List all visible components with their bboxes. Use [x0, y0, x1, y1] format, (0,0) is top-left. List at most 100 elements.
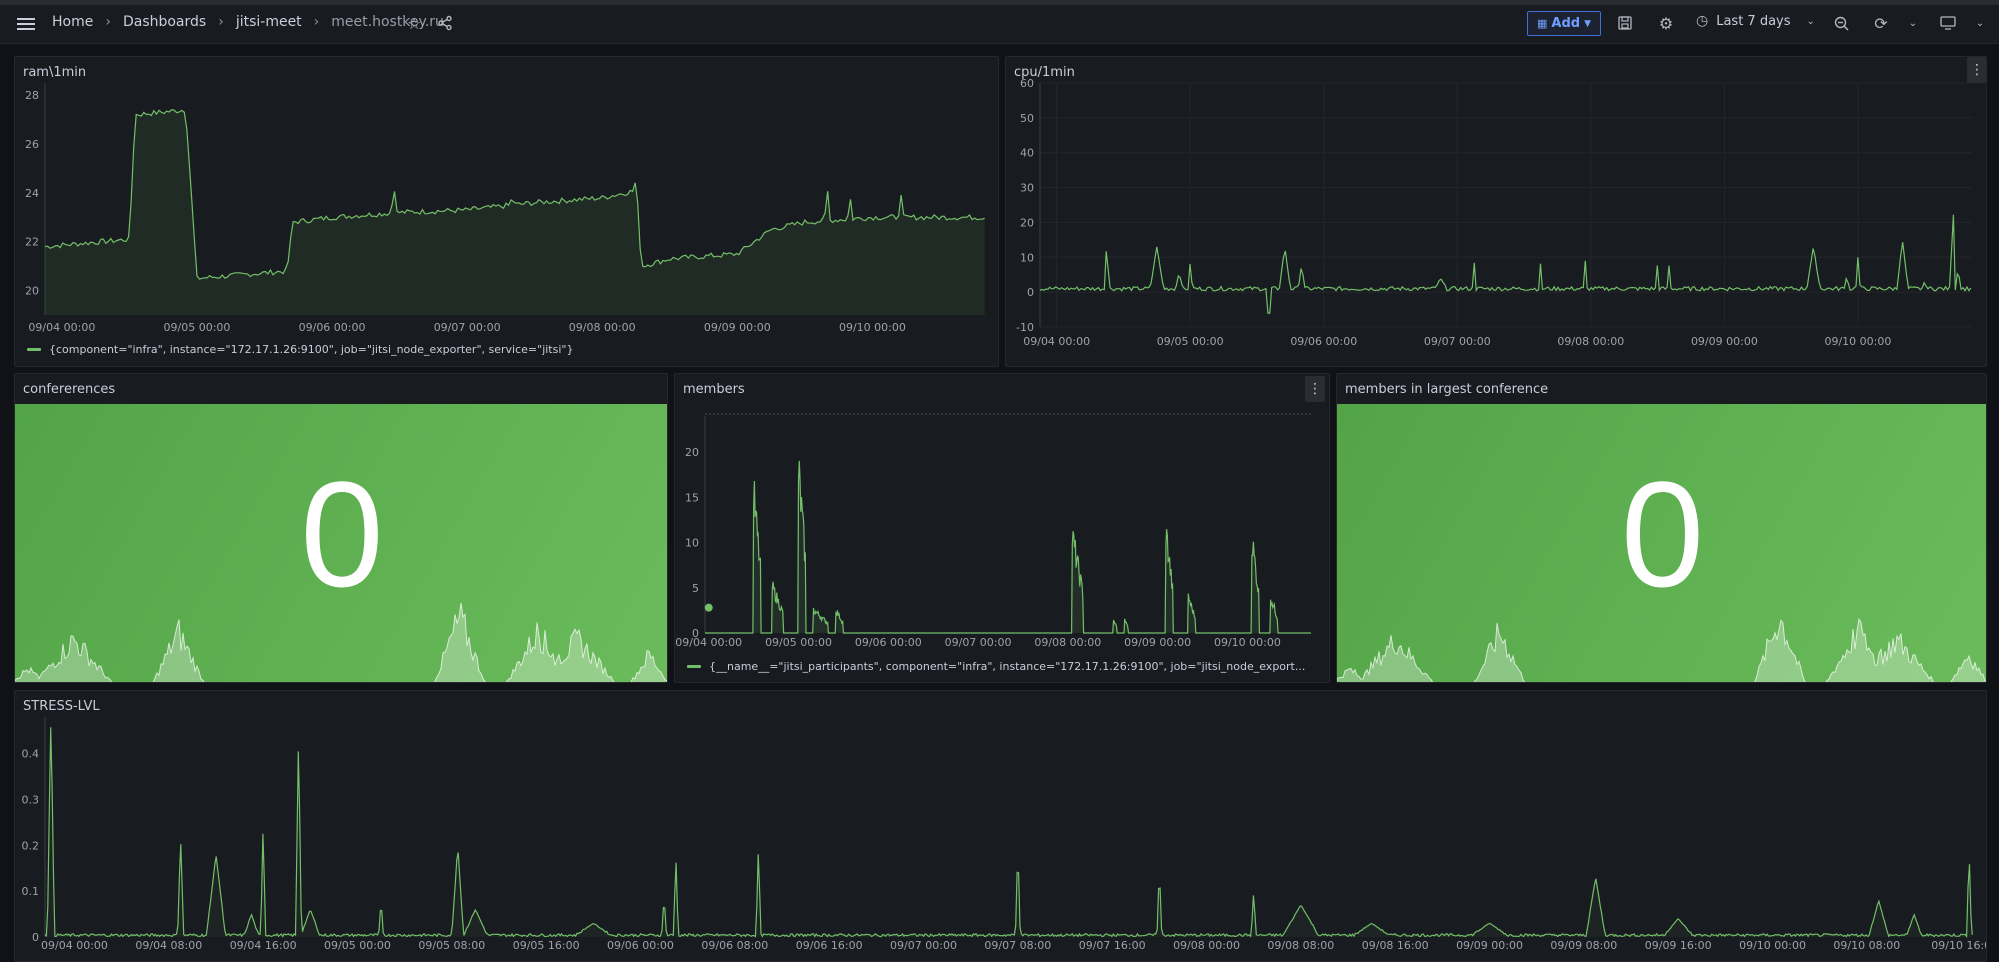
x-tick-label: 09/07 08:00	[984, 939, 1051, 952]
chevron-right-icon: ›	[105, 14, 111, 30]
y-tick-label: 0	[1027, 286, 1034, 299]
gear-icon[interactable]: ⚙	[1658, 13, 1674, 33]
breadcrumb-folder[interactable]: jitsi-meet	[235, 14, 302, 30]
y-tick-label: 60	[1020, 77, 1034, 90]
menu-icon[interactable]	[14, 12, 38, 36]
x-tick-label: 09/08 00:00	[1034, 636, 1101, 649]
ram-chart[interactable]: 28 26 24 22 20 09/04 00:00 09/05 00:00 09/06 00…	[15, 57, 999, 367]
y-tick-label: 0.2	[22, 839, 40, 852]
y-tick-label: 30	[1020, 182, 1034, 195]
panel-conferences: confererences 0	[14, 373, 668, 683]
chevron-down-icon[interactable]: ⌄	[1975, 17, 1985, 29]
save-icon[interactable]	[1613, 11, 1637, 35]
chevron-right-icon: ›	[218, 14, 224, 30]
panel-title: STRESS-LVL	[23, 699, 100, 714]
breadcrumb-dashboards[interactable]: Dashboards	[122, 14, 207, 30]
panel-title: ram\1min	[23, 65, 87, 80]
add-button[interactable]: ▦ Add ▼	[1527, 11, 1601, 36]
y-tick-label: 5	[692, 582, 699, 595]
ram-series-area	[45, 109, 985, 315]
panel-title: members	[683, 382, 745, 397]
stress-series-line	[44, 727, 1973, 939]
panel-members: members ⋮ 20 15 10 5 0 09/04 00:00 09/05 00:00…	[674, 373, 1330, 683]
chevron-down-icon: ⌄	[1806, 15, 1815, 27]
y-tick-label: 28	[25, 89, 39, 102]
sparkline	[15, 602, 667, 682]
legend-item[interactable]: {__name__="jitsi_participants", componen…	[687, 660, 1305, 673]
x-tick-label: 09/04 00:00	[41, 939, 108, 952]
add-button-label: Add	[1551, 16, 1581, 31]
y-tick-label: 15	[685, 491, 699, 504]
x-tick-label: 09/07 00:00	[945, 636, 1012, 649]
x-tick-label: 09/05 16:00	[513, 939, 580, 952]
y-tick-label: 20	[25, 285, 39, 298]
y-tick-label: 24	[25, 187, 39, 200]
panel-menu-icon[interactable]: ⋮	[1305, 376, 1325, 402]
x-tick-label: 09/08 00:00	[1557, 335, 1624, 348]
y-tick-label: 26	[25, 138, 39, 151]
y-tick-label: -10	[1016, 321, 1034, 334]
stat-value: 0	[1620, 450, 1705, 618]
y-tick-label: 10	[1020, 251, 1034, 264]
legend-swatch	[27, 348, 41, 351]
clock-icon: ◷	[1696, 13, 1709, 29]
chevron-down-icon[interactable]: ⌄	[1908, 17, 1918, 29]
panel-menu-icon[interactable]: ⋮	[1967, 57, 1986, 83]
chart-axes: 0.4 0.3 0.2 0.1 009/04 00:00 09/04 08:00 09/04…	[22, 717, 1986, 952]
x-tick-label: 09/08 08:00	[1267, 939, 1334, 952]
y-tick-label: 0.4	[22, 748, 40, 761]
members-chart[interactable]: 20 15 10 5 009/04 00:00 09/05 00:00 09/06 00:0…	[675, 374, 1330, 683]
breadcrumb-home[interactable]: Home	[52, 14, 94, 30]
stress-series-area	[45, 727, 1973, 937]
breadcrumb: Home › Dashboards › jitsi-meet › meet.ho…	[52, 14, 444, 30]
legend-label: {component="infra", instance="172.17.1.2…	[49, 343, 574, 356]
panel-cpu: cpu/1min ⋮ 60 50 40 30 20 10 0 -10 09/04 00:00 09…	[1005, 56, 1987, 367]
panel-title: confererences	[23, 382, 116, 397]
x-tick-label: 09/10 00:00	[1824, 335, 1891, 348]
tv-mode-icon[interactable]	[1936, 11, 1960, 35]
x-tick-label: 09/09 00:00	[1691, 335, 1758, 348]
stress-chart[interactable]: 0.4 0.3 0.2 0.1 009/04 00:00 09/04 08:00 09/04…	[15, 691, 1987, 962]
x-tick-label: 09/04 00:00	[28, 321, 95, 334]
time-range-picker[interactable]: ◷ Last 7 days ⌄	[1696, 13, 1815, 29]
sparkline-path	[15, 602, 667, 682]
y-tick-label: 10	[685, 537, 699, 550]
chart-axes: 28 26 24 22 20 09/04 00:00 09/05 00:00 09/06 00…	[25, 83, 906, 334]
cpu-series-line	[1039, 214, 1972, 314]
x-tick-label: 09/06 16:00	[796, 939, 863, 952]
x-tick-label: 09/10 00:00	[1214, 636, 1281, 649]
panel-ram: ram\1min 28 26 24 22 20 09/04 00:00 09/05 00:0…	[14, 56, 999, 367]
x-tick-label: 09/08 00:00	[1173, 939, 1240, 952]
panel-title: members in largest conference	[1345, 382, 1549, 397]
x-tick-label: 09/09 16:00	[1645, 939, 1712, 952]
x-tick-label: 09/07 00:00	[890, 939, 957, 952]
x-tick-label: 09/09 08:00	[1550, 939, 1617, 952]
x-tick-label: 09/05 00:00	[324, 939, 391, 952]
x-tick-label: 09/09 00:00	[704, 321, 771, 334]
x-tick-label: 09/04 00:00	[1023, 335, 1090, 348]
x-tick-label: 09/08 16:00	[1362, 939, 1429, 952]
chevron-right-icon: ›	[313, 14, 320, 30]
x-tick-label: 09/04 08:00	[135, 939, 202, 952]
legend-label: {__name__="jitsi_participants", componen…	[709, 660, 1306, 673]
x-tick-label: 09/05 00:00	[164, 321, 231, 334]
chart-axes: 20 15 10 5 009/04 00:00 09/05 00:00 09/06 00:0…	[675, 416, 1281, 649]
x-tick-label: 09/06 00:00	[1290, 335, 1357, 348]
share-icon[interactable]	[433, 11, 457, 35]
legend-item[interactable]: {component="infra", instance="172.17.1.2…	[27, 343, 573, 356]
y-tick-label: 20	[685, 446, 699, 459]
zoom-out-icon[interactable]	[1829, 11, 1853, 35]
data-point	[704, 603, 713, 612]
chevron-down-icon: ▼	[1584, 18, 1591, 29]
legend-swatch	[687, 665, 701, 668]
y-tick-label: 22	[25, 236, 39, 249]
y-tick-label: 0.3	[22, 794, 40, 807]
refresh-icon[interactable]: ⟳	[1874, 13, 1888, 33]
y-tick-label: 40	[1020, 147, 1034, 160]
sparkline	[1337, 617, 1986, 682]
star-icon[interactable]: ☆	[406, 13, 422, 33]
x-tick-label: 09/06 00:00	[855, 636, 922, 649]
x-tick-label: 09/06 00:00	[607, 939, 674, 952]
panel-stress: STRESS-LVL 0.4 0.3 0.2 0.1 0 09/04 00:00 09/04…	[14, 690, 1987, 962]
